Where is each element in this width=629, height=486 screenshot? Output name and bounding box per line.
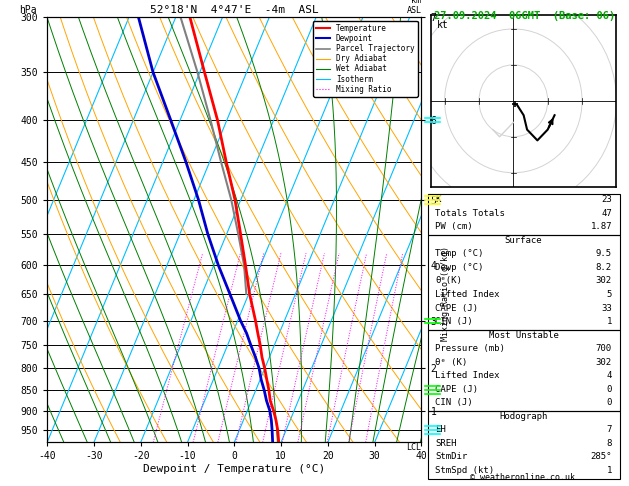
Text: CAPE (J): CAPE (J): [435, 304, 479, 312]
Text: Lifted Index: Lifted Index: [435, 371, 500, 380]
Text: 8: 8: [606, 439, 612, 448]
Text: 1.87: 1.87: [591, 222, 612, 231]
Text: Lifted Index: Lifted Index: [435, 290, 500, 299]
Text: 15: 15: [323, 442, 331, 448]
Text: 10: 10: [294, 442, 302, 448]
Text: 7: 7: [606, 425, 612, 434]
Text: StmDir: StmDir: [435, 452, 467, 462]
Text: 4: 4: [234, 442, 238, 448]
Text: 6: 6: [260, 442, 265, 448]
Text: 4: 4: [606, 371, 612, 380]
Text: CAPE (J): CAPE (J): [435, 385, 479, 394]
Text: 1: 1: [606, 317, 612, 326]
Text: θᵉ(K): θᵉ(K): [435, 277, 462, 285]
Text: 0: 0: [606, 399, 612, 407]
Text: 9.5: 9.5: [596, 249, 612, 259]
Text: 47: 47: [601, 209, 612, 218]
Text: Surface: Surface: [505, 236, 542, 245]
Text: StmSpd (kt): StmSpd (kt): [435, 466, 494, 475]
Text: 5: 5: [606, 290, 612, 299]
Text: PW (cm): PW (cm): [435, 222, 473, 231]
Text: CIN (J): CIN (J): [435, 317, 473, 326]
Text: K: K: [435, 195, 441, 204]
Text: hPa: hPa: [19, 5, 36, 15]
Text: 700: 700: [596, 344, 612, 353]
Text: 302: 302: [596, 358, 612, 367]
Text: θᵉ (K): θᵉ (K): [435, 358, 467, 367]
Text: 3: 3: [216, 442, 220, 448]
Text: Totals Totals: Totals Totals: [435, 209, 505, 218]
Text: kt: kt: [437, 20, 448, 30]
Text: CIN (J): CIN (J): [435, 399, 473, 407]
Text: SREH: SREH: [435, 439, 457, 448]
Text: 27.09.2024  06GMT  (Base: 06): 27.09.2024 06GMT (Base: 06): [434, 11, 615, 21]
Text: km
ASL: km ASL: [406, 0, 421, 15]
Text: EH: EH: [435, 425, 446, 434]
Text: LCL: LCL: [406, 443, 421, 451]
Text: 0: 0: [606, 385, 612, 394]
Text: 8: 8: [280, 442, 284, 448]
Text: © weatheronline.co.uk: © weatheronline.co.uk: [470, 473, 574, 482]
Text: 8.2: 8.2: [596, 263, 612, 272]
Text: 1: 1: [151, 442, 155, 448]
Title: 52°18'N  4°47'E  -4m  ASL: 52°18'N 4°47'E -4m ASL: [150, 5, 319, 15]
Text: 2: 2: [191, 442, 195, 448]
Text: 25: 25: [362, 442, 370, 448]
Text: 302: 302: [596, 277, 612, 285]
X-axis label: Dewpoint / Temperature (°C): Dewpoint / Temperature (°C): [143, 464, 325, 474]
Text: 285°: 285°: [591, 452, 612, 462]
Text: 23: 23: [601, 195, 612, 204]
Text: Mixing Ratio (g/kg): Mixing Ratio (g/kg): [441, 246, 450, 341]
Text: Pressure (mb): Pressure (mb): [435, 344, 505, 353]
Text: Hodograph: Hodograph: [499, 412, 548, 421]
Text: Temp (°C): Temp (°C): [435, 249, 484, 259]
Text: 20: 20: [344, 442, 353, 448]
Text: 1: 1: [606, 466, 612, 475]
Text: 33: 33: [601, 304, 612, 312]
Text: Dewp (°C): Dewp (°C): [435, 263, 484, 272]
Text: Most Unstable: Most Unstable: [489, 330, 559, 340]
Legend: Temperature, Dewpoint, Parcel Trajectory, Dry Adiabat, Wet Adiabat, Isotherm, Mi: Temperature, Dewpoint, Parcel Trajectory…: [313, 21, 418, 97]
